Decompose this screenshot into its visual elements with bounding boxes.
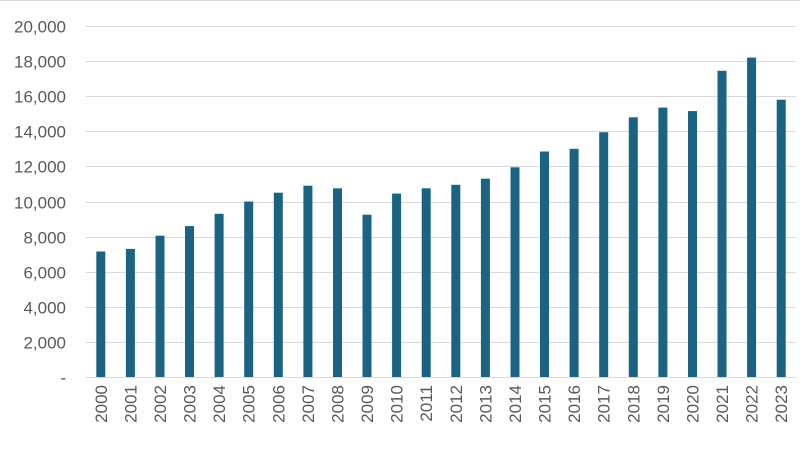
y-tick-label: 2,000: [23, 334, 66, 353]
x-tick-label-2010: 2010: [388, 385, 407, 423]
y-tick-label: 10,000: [14, 194, 66, 213]
y-tick-label: 20,000: [14, 18, 66, 37]
bar-2003: [185, 226, 194, 377]
x-tick-label-2009: 2009: [358, 385, 377, 423]
bar-2006: [273, 192, 283, 377]
bar-2007: [303, 185, 313, 377]
x-tick-label-2005: 2005: [240, 385, 259, 423]
y-tick-label: 6,000: [23, 264, 66, 283]
x-tick-label-2006: 2006: [269, 385, 288, 423]
x-tick-label-2011: 2011: [417, 385, 436, 422]
x-tick-label-2020: 2020: [683, 385, 702, 423]
x-tick-label-2012: 2012: [447, 385, 466, 423]
bar-2015: [540, 151, 549, 377]
bar-2019: [658, 107, 668, 377]
gridlines: [0, 0, 800, 378]
x-tick-label-2023: 2023: [772, 385, 791, 423]
y-tick-label: 14,000: [14, 123, 66, 142]
x-tick-label-2016: 2016: [565, 385, 584, 423]
x-axis-tick-labels: 2000 2001 2002 2003 2004 2005 2006 2007 2008 2009…: [92, 385, 791, 423]
x-tick-label-2014: 2014: [506, 385, 525, 423]
bar-2018: [628, 117, 638, 378]
bar-2016: [569, 148, 579, 377]
bar-2000: [96, 251, 106, 377]
bar-2017: [599, 132, 609, 377]
y-tick-label: 12,000: [14, 158, 66, 177]
bar-2021: [717, 70, 727, 378]
y-tick-label: -: [60, 369, 66, 388]
y-tick-label: 18,000: [14, 53, 66, 72]
x-tick-label-2018: 2018: [624, 385, 643, 423]
x-tick-label-2017: 2017: [595, 385, 614, 423]
x-tick-label-2008: 2008: [328, 385, 347, 423]
bar-2020: [688, 111, 697, 377]
x-tick-label-2013: 2013: [476, 385, 495, 423]
x-tick-label-2001: 2001: [121, 385, 140, 423]
x-tick-label-2019: 2019: [654, 385, 673, 423]
x-tick-label-2003: 2003: [181, 385, 200, 423]
x-tick-label-2015: 2015: [536, 385, 555, 423]
bars: [96, 57, 786, 378]
bar-2004: [214, 213, 224, 377]
bar-2010: [392, 193, 402, 377]
y-tick-label: 4,000: [23, 299, 66, 318]
bar-2001: [125, 248, 135, 377]
bar-2009: [362, 214, 372, 377]
x-tick-label-2002: 2002: [151, 385, 170, 423]
y-tick-label: 16,000: [14, 88, 66, 107]
bar-2011: [421, 188, 431, 377]
x-tick-label-2021: 2021: [713, 385, 732, 423]
x-tick-label-2000: 2000: [92, 385, 111, 423]
x-tick-label-2007: 2007: [299, 385, 318, 423]
x-tick-label-2022: 2022: [743, 385, 762, 423]
bar-2012: [451, 184, 461, 377]
bar-2023: [776, 99, 786, 377]
bar-2002: [155, 235, 165, 377]
bar-2022: [747, 57, 757, 377]
x-tick-label-2004: 2004: [210, 385, 229, 423]
y-tick-label: 8,000: [23, 229, 66, 248]
bar-2014: [510, 167, 520, 377]
bar-2013: [480, 178, 490, 377]
bar-2008: [333, 188, 342, 377]
bar-2005: [244, 201, 254, 377]
y-axis-tick-labels: - 2,000 4,000 6,000 8,000 10,000 12,000 14,000 1…: [14, 18, 66, 388]
